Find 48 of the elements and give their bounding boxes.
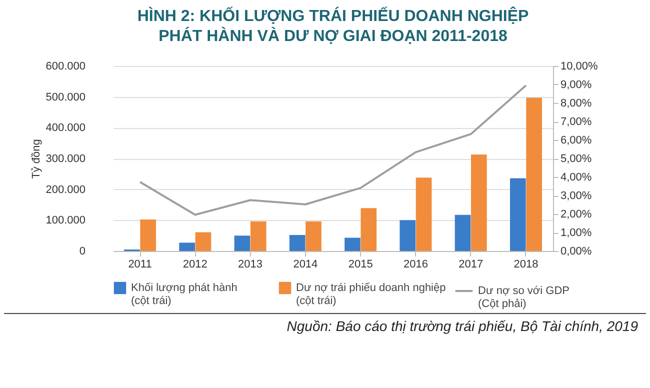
y2-tick-label: 4,00% bbox=[560, 172, 592, 184]
bar bbox=[344, 238, 360, 251]
bar bbox=[140, 220, 156, 251]
y-tick-label: 300.000 bbox=[46, 153, 86, 165]
y2-tick-label: 8,00% bbox=[560, 98, 592, 110]
chart-title: HÌNH 2: KHỐI LƯỢNG TRÁI PHIẾU DOANH NGHIỆP PHÁT HÀNH VÀ DƯ NỢ GIAI ĐOẠN 2011-2018 bbox=[137, 6, 530, 45]
text: Nguồn: Báo cáo thị trường trái phiếu, Bộ Tài chính, 2019 bbox=[4, 313, 646, 334]
y-axis-title: Tỷ đồng bbox=[30, 139, 43, 179]
y-tick-label: 600.000 bbox=[46, 60, 86, 72]
x-tick-label: 2016 bbox=[403, 258, 428, 270]
y2-tick-label: 9,00% bbox=[560, 79, 592, 91]
bar bbox=[510, 178, 526, 251]
x-tick-label: 2017 bbox=[458, 258, 484, 270]
y2-tick-label: 3,00% bbox=[560, 190, 592, 202]
y-tick-label: 0 bbox=[79, 246, 86, 258]
x-tick-label: 2011 bbox=[128, 258, 152, 270]
bar bbox=[234, 236, 250, 251]
y-tick-label: 400.000 bbox=[46, 122, 86, 134]
y2-tick-label: 7,00% bbox=[560, 116, 592, 128]
x-tick-label: 2015 bbox=[348, 258, 373, 270]
bar bbox=[306, 221, 322, 251]
y2-tick-label: 10,00% bbox=[560, 60, 598, 72]
y2-tick-label: 2,00% bbox=[560, 208, 592, 220]
y2-tick-label: 6,00% bbox=[560, 134, 592, 146]
legend-label: Dư nợ trái phiếu doanh nghiệp (cột trái) bbox=[296, 282, 446, 307]
bar bbox=[526, 98, 542, 251]
y-tick-label: 100.000 bbox=[46, 214, 86, 227]
y2-tick-label: 5,00% bbox=[560, 153, 592, 165]
bar bbox=[360, 208, 377, 251]
x-tick-label: 2014 bbox=[293, 258, 318, 270]
bar bbox=[250, 221, 266, 251]
y2-tick-label: 0,00% bbox=[560, 246, 592, 258]
x-tick-label: 2013 bbox=[238, 258, 263, 270]
bar bbox=[400, 220, 416, 251]
line-series bbox=[139, 84, 527, 216]
y-tick-label: 200.000 bbox=[46, 184, 86, 196]
bar bbox=[416, 178, 432, 251]
bar bbox=[454, 214, 471, 251]
x-tick-label: 2012 bbox=[182, 258, 208, 270]
x-tick-label: 2018 bbox=[514, 258, 538, 270]
bar bbox=[289, 234, 306, 251]
legend-label: Khối lượng phát hành (cột trái) bbox=[131, 282, 238, 307]
legend-label: Dư nợ so với GDP (Cột phải) bbox=[478, 285, 570, 310]
bar bbox=[179, 242, 195, 251]
y2-tick-label: 1,00% bbox=[560, 227, 592, 239]
bar bbox=[471, 154, 487, 251]
y-tick-label: 500.000 bbox=[46, 91, 86, 104]
bar bbox=[195, 232, 212, 251]
